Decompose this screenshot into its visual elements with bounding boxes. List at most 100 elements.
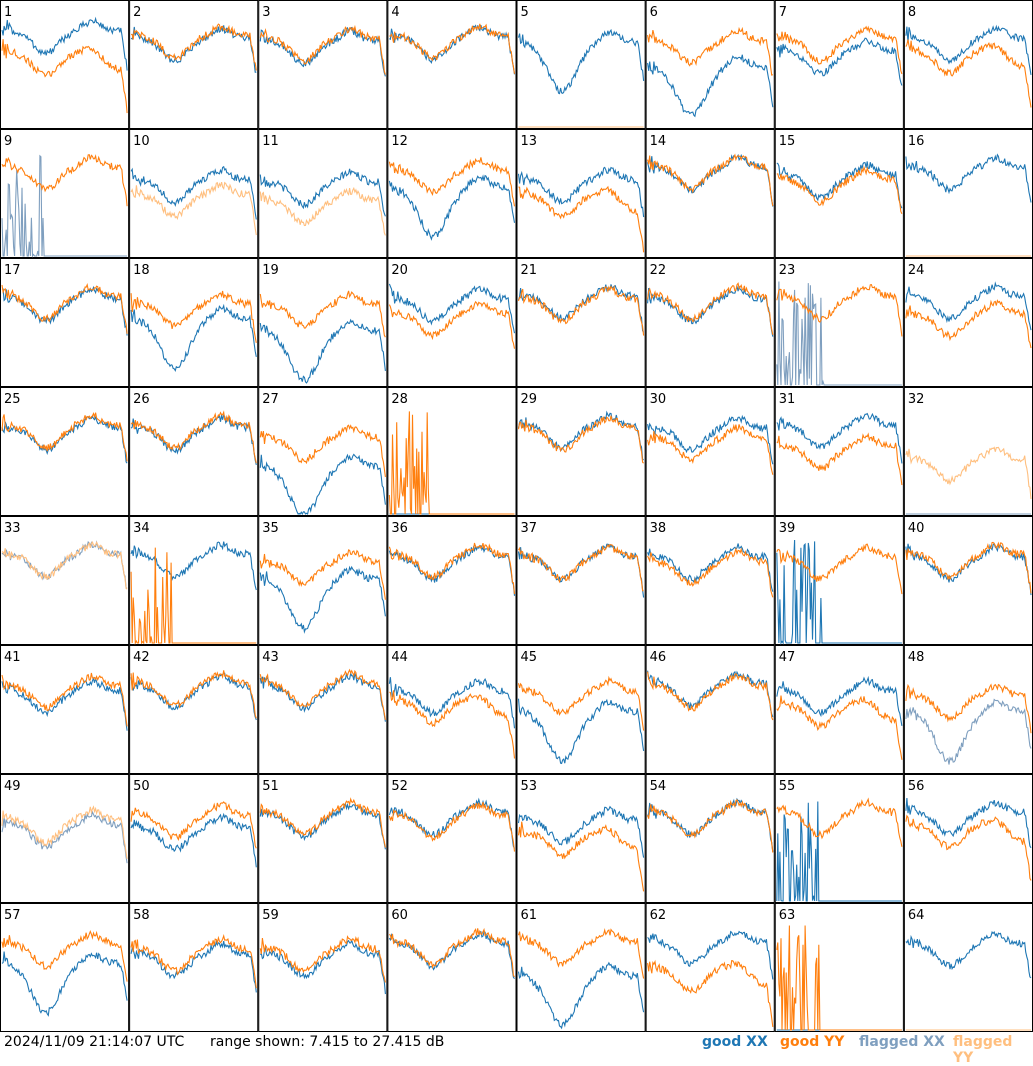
tile-frame — [387, 645, 517, 774]
tile-label: 44 — [391, 650, 408, 665]
tile-label: 41 — [4, 650, 21, 665]
series-yy-line — [647, 798, 774, 853]
tile-label: 30 — [650, 392, 667, 407]
tile-frame — [387, 129, 517, 258]
tile-46: 46 — [645, 645, 775, 774]
tile-frame — [0, 903, 130, 1032]
series-yy-line — [647, 153, 774, 207]
tile-frame — [387, 774, 517, 903]
tile-57: 57 — [0, 903, 130, 1032]
tile-label: 33 — [4, 521, 21, 536]
tile-label: 20 — [391, 263, 408, 278]
tile-frame — [0, 774, 130, 903]
series-yy-line — [1, 930, 128, 982]
tile-13: 13 — [516, 129, 646, 258]
tile-frame — [129, 258, 259, 387]
tile-35: 35 — [258, 516, 388, 645]
tile-label: 55 — [779, 779, 796, 794]
series-xx-line — [905, 153, 1032, 203]
series-yy-line — [776, 283, 903, 337]
tile-label: 36 — [391, 521, 408, 536]
tile-label: 29 — [521, 392, 538, 407]
series-xx-line — [905, 698, 1032, 765]
tile-label: 24 — [908, 263, 925, 278]
tile-label: 31 — [779, 392, 796, 407]
series-xx-line — [130, 672, 257, 721]
tile-label: 50 — [133, 779, 150, 794]
series-yy-line — [388, 300, 516, 349]
series-yy-line — [130, 547, 257, 646]
series-xx-line — [776, 801, 902, 902]
tile-59: 59 — [258, 903, 388, 1032]
tile-52: 52 — [387, 774, 517, 903]
series-yy-line — [130, 410, 257, 464]
series-yy-line — [1, 672, 128, 727]
series-yy-line — [517, 928, 645, 979]
series-xx-line — [259, 318, 386, 384]
range-text: range shown: 7.415 to 27.415 dB — [210, 1034, 445, 1050]
tile-62: 62 — [645, 903, 775, 1032]
series-yy-line — [517, 285, 645, 336]
tile-23: 23 — [774, 258, 904, 387]
series-yy-line — [776, 165, 903, 215]
tile-33: 33 — [0, 516, 130, 645]
tile-frame — [129, 129, 259, 258]
series-xx-line — [1, 154, 128, 258]
tile-label: 14 — [650, 134, 667, 149]
tile-frame — [645, 129, 775, 258]
tile-label: 49 — [4, 779, 21, 794]
series-xx-line — [130, 165, 257, 220]
tile-frame — [0, 387, 130, 516]
tile-38: 38 — [645, 516, 775, 645]
series-xx-line — [130, 25, 257, 73]
series-yy-line — [259, 549, 386, 600]
tile-55: 55 — [774, 774, 904, 903]
tile-frame — [774, 387, 904, 516]
series-yy-line — [389, 23, 516, 74]
tile-44: 44 — [387, 645, 517, 774]
series-yy-line — [130, 23, 257, 71]
tile-31: 31 — [774, 387, 904, 516]
tile-61: 61 — [516, 903, 646, 1032]
series-yy-line — [776, 543, 903, 595]
series-xx-line — [517, 961, 645, 1030]
tile-label: 10 — [133, 134, 150, 149]
tile-45: 45 — [516, 645, 646, 774]
tile-frame — [645, 387, 775, 516]
tile-60: 60 — [387, 903, 517, 1032]
series-yy-line — [130, 934, 257, 989]
tile-frame — [129, 516, 259, 645]
tile-label: 26 — [133, 392, 150, 407]
tile-47: 47 — [774, 645, 904, 774]
tile-25: 25 — [0, 387, 130, 516]
footer: 2024/11/09 21:14:07 UTC range shown: 7.4… — [0, 1032, 1033, 1066]
tile-11: 11 — [258, 129, 388, 258]
tile-frame — [903, 774, 1033, 903]
tile-39: 39 — [774, 516, 904, 645]
tile-28: 28 — [387, 387, 517, 516]
series-yy-line — [130, 181, 257, 236]
tile-frame — [645, 903, 775, 1032]
tile-frame — [516, 258, 646, 387]
series-xx-line — [776, 281, 902, 386]
tile-frame — [258, 129, 388, 258]
tile-label: 17 — [4, 263, 21, 278]
tile-label: 6 — [650, 5, 658, 20]
tile-label: 43 — [262, 650, 279, 665]
series-xx-line — [259, 26, 386, 77]
series-xx-line — [259, 453, 386, 516]
legend-flagged-yy: flagged YY — [953, 1034, 1013, 1066]
tile-frame — [774, 0, 904, 129]
tile-frame — [258, 0, 388, 129]
tile-frame — [387, 387, 517, 516]
tile-27: 27 — [258, 387, 388, 516]
series-yy-line — [130, 290, 257, 344]
tile-frame — [645, 645, 775, 774]
series-xx-line — [647, 670, 774, 718]
tile-label: 59 — [262, 908, 279, 923]
series-yy-line — [388, 157, 516, 207]
tile-frame — [0, 258, 130, 387]
tile-label: 27 — [262, 392, 279, 407]
tile-label: 52 — [391, 779, 408, 794]
